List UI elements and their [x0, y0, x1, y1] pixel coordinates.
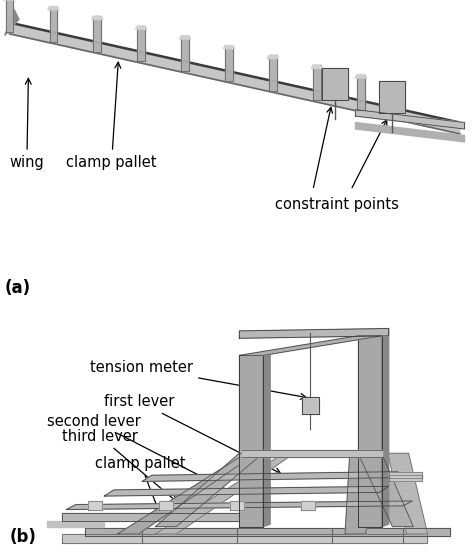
Polygon shape: [5, 9, 19, 36]
Polygon shape: [379, 81, 405, 113]
Polygon shape: [357, 75, 365, 110]
Text: clamp pallet: clamp pallet: [66, 62, 157, 170]
Polygon shape: [6, 0, 13, 32]
Polygon shape: [389, 475, 422, 481]
Text: (a): (a): [5, 279, 31, 297]
Polygon shape: [267, 55, 279, 58]
Polygon shape: [358, 331, 382, 527]
Polygon shape: [230, 501, 244, 509]
Polygon shape: [388, 453, 428, 534]
Polygon shape: [85, 528, 450, 537]
Polygon shape: [382, 329, 389, 527]
Text: constraint points: constraint points: [275, 197, 399, 212]
Polygon shape: [225, 46, 233, 81]
Text: first lever: first lever: [104, 394, 281, 473]
Polygon shape: [48, 7, 59, 10]
Polygon shape: [91, 16, 103, 19]
Polygon shape: [322, 68, 348, 100]
Polygon shape: [239, 329, 389, 338]
Text: third lever: third lever: [62, 429, 177, 502]
Polygon shape: [389, 471, 422, 478]
Polygon shape: [181, 36, 189, 71]
Polygon shape: [104, 486, 389, 496]
Polygon shape: [50, 7, 57, 42]
Polygon shape: [155, 453, 263, 527]
Polygon shape: [263, 353, 270, 527]
Polygon shape: [62, 534, 427, 543]
Polygon shape: [159, 501, 173, 509]
Polygon shape: [136, 26, 147, 29]
Polygon shape: [93, 16, 101, 52]
Polygon shape: [355, 75, 366, 78]
Text: second lever: second lever: [47, 414, 224, 488]
Polygon shape: [269, 55, 277, 91]
Polygon shape: [223, 46, 235, 49]
Polygon shape: [62, 513, 261, 520]
Text: (b): (b): [9, 528, 36, 546]
Polygon shape: [313, 65, 320, 101]
Polygon shape: [9, 23, 460, 134]
Text: tension meter: tension meter: [90, 360, 306, 399]
Text: wing: wing: [9, 78, 44, 170]
Polygon shape: [88, 501, 102, 509]
Polygon shape: [239, 336, 382, 355]
Polygon shape: [356, 122, 465, 142]
Text: clamp pallet: clamp pallet: [95, 455, 185, 513]
Polygon shape: [301, 501, 315, 509]
Polygon shape: [155, 453, 294, 534]
Polygon shape: [302, 397, 319, 414]
Polygon shape: [239, 355, 263, 527]
Polygon shape: [47, 520, 104, 527]
Polygon shape: [311, 65, 322, 68]
Polygon shape: [356, 110, 465, 129]
Polygon shape: [242, 450, 382, 457]
Polygon shape: [179, 36, 191, 39]
Polygon shape: [142, 471, 398, 481]
Polygon shape: [345, 453, 371, 534]
Polygon shape: [118, 453, 256, 534]
Polygon shape: [358, 453, 413, 527]
Polygon shape: [137, 26, 145, 62]
Polygon shape: [66, 501, 412, 509]
